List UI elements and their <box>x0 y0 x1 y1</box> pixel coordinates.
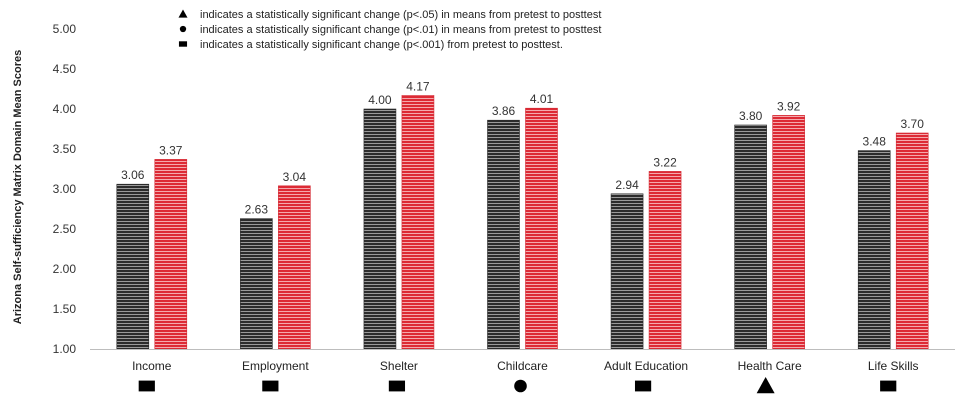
bars <box>116 95 929 350</box>
y-tick-label: 4.50 <box>53 62 77 76</box>
y-axis-title: Arizona Self-sufficiency Matrix Domain M… <box>12 50 24 324</box>
bar-value-label: 3.86 <box>492 104 516 118</box>
x-tick-labels: Income Employment Shelter Childcare Adult Ed… <box>132 359 918 373</box>
x-tick-label: Health Care <box>738 359 802 373</box>
bar-value-label: 3.80 <box>739 109 763 123</box>
bar-value-label: 3.22 <box>653 155 677 169</box>
bar-value-label: 2.63 <box>245 203 269 217</box>
y-tick-labels: 1.00 1.50 2.00 2.50 3.00 3.50 4.00 4.50 5.00 <box>53 22 77 356</box>
pretest-bar-shelter <box>363 108 397 350</box>
x-tick-label: Life Skills <box>868 359 919 373</box>
pretest-bar-employment <box>240 218 273 350</box>
bar-value-label: 4.01 <box>530 92 554 106</box>
y-tick-label: 2.00 <box>53 262 77 276</box>
bar-value-label: 3.48 <box>863 135 887 149</box>
pretest-bar-health-care <box>734 124 767 350</box>
legend-text: indicates a statistically significant ch… <box>200 39 563 51</box>
y-tick-label: 3.00 <box>53 182 77 196</box>
square-marker-icon <box>138 380 155 392</box>
posttest-bar-adult-education <box>648 171 682 350</box>
pretest-bar-childcare <box>487 119 520 350</box>
posttest-bar-employment <box>278 185 311 350</box>
circle-legend-icon <box>179 25 187 33</box>
legend: indicates a statistically significant ch… <box>178 9 601 51</box>
bar-value-label: 3.92 <box>777 99 801 113</box>
x-tick-label: Childcare <box>497 359 548 373</box>
posttest-bar-shelter <box>401 95 435 350</box>
y-tick-label: 5.00 <box>53 22 77 36</box>
square-marker-icon <box>388 380 406 392</box>
posttest-bar-income <box>154 159 188 350</box>
bar-value-label: 3.70 <box>901 117 925 131</box>
x-tick-label: Income <box>132 359 172 373</box>
legend-text: indicates a statistically significant ch… <box>200 9 601 21</box>
pretest-bar-income <box>116 183 150 350</box>
circle-marker-icon <box>514 379 527 393</box>
y-tick-label: 1.00 <box>53 342 77 356</box>
y-tick-label: 1.50 <box>53 302 77 316</box>
pretest-bar-life-skills <box>857 150 891 350</box>
square-marker-icon <box>880 380 897 392</box>
y-tick-label: 2.50 <box>53 222 77 236</box>
square-marker-icon <box>262 380 279 392</box>
posttest-bar-childcare <box>525 107 558 350</box>
x-tick-label: Shelter <box>380 359 418 373</box>
legend-text: indicates a statistically significant ch… <box>200 24 601 36</box>
triangle-marker-icon <box>756 377 775 394</box>
x-tick-label: Employment <box>242 359 309 373</box>
bar-value-label: 3.04 <box>283 170 307 184</box>
bar-value-label: 3.06 <box>121 168 145 182</box>
y-tick-label: 3.50 <box>53 142 77 156</box>
x-tick-label: Adult Education <box>604 359 688 373</box>
bar-value-label: 3.37 <box>159 143 183 157</box>
pretest-bar-adult-education <box>610 193 644 350</box>
bar-value-labels: 3.06 3.37 2.63 3.04 4.00 4.17 3.86 4.01 2.94 3.22… <box>121 79 924 216</box>
triangle-legend-icon <box>178 9 188 18</box>
bar-value-label: 2.94 <box>615 178 639 192</box>
y-tick-label: 4.00 <box>53 102 77 116</box>
square-marker-icon <box>634 380 652 392</box>
significance-markers <box>138 377 897 394</box>
posttest-bar-health-care <box>772 115 805 350</box>
bar-value-label: 4.17 <box>406 79 430 93</box>
bar-value-label: 4.00 <box>368 93 392 107</box>
posttest-bar-life-skills <box>895 132 929 350</box>
square-legend-icon <box>178 41 188 47</box>
y-axis-label: Arizona Self-sufficiency Matrix Domain M… <box>12 50 24 324</box>
